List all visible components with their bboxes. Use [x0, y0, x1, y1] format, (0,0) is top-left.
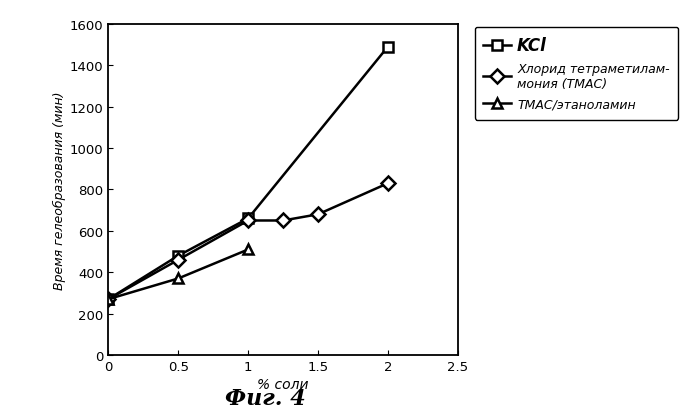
Line: KCl: KCl [103, 43, 393, 304]
Line: ТМАС/этаноламин: ТМАС/этаноламин [103, 245, 253, 304]
ТМАС/этаноламин [104, 297, 113, 302]
Хлорид тетраметилам-
мония (ТМАС) [104, 297, 113, 302]
X-axis label: % соли: % соли [257, 377, 309, 391]
Y-axis label: Время гелеобразования (мин): Время гелеобразования (мин) [52, 91, 66, 289]
Line: Хлорид тетраметилам-
мония (ТМАС): Хлорид тетраметилам- мония (ТМАС) [103, 179, 393, 304]
Legend: KCl, Хлорид тетраметилам-
мония (ТМАС), ТМАС/этаноламин: KCl, Хлорид тетраметилам- мония (ТМАС), … [475, 28, 679, 120]
KCl [244, 216, 252, 221]
Хлорид тетраметилам-
мония (ТМАС) [384, 181, 392, 186]
Хлорид тетраметилам-
мония (ТМАС) [244, 218, 252, 223]
Text: Фиг. 4: Фиг. 4 [225, 387, 306, 409]
ТМАС/этаноламин [244, 247, 252, 252]
Хлорид тетраметилам-
мония (ТМАС) [314, 212, 322, 217]
KCl [174, 254, 182, 259]
KCl [104, 297, 113, 302]
Хлорид тетраметилам-
мония (ТМАС) [279, 218, 287, 223]
ТМАС/этаноламин [174, 276, 182, 281]
Хлорид тетраметилам-
мония (ТМАС) [174, 258, 182, 263]
KCl [384, 45, 392, 50]
